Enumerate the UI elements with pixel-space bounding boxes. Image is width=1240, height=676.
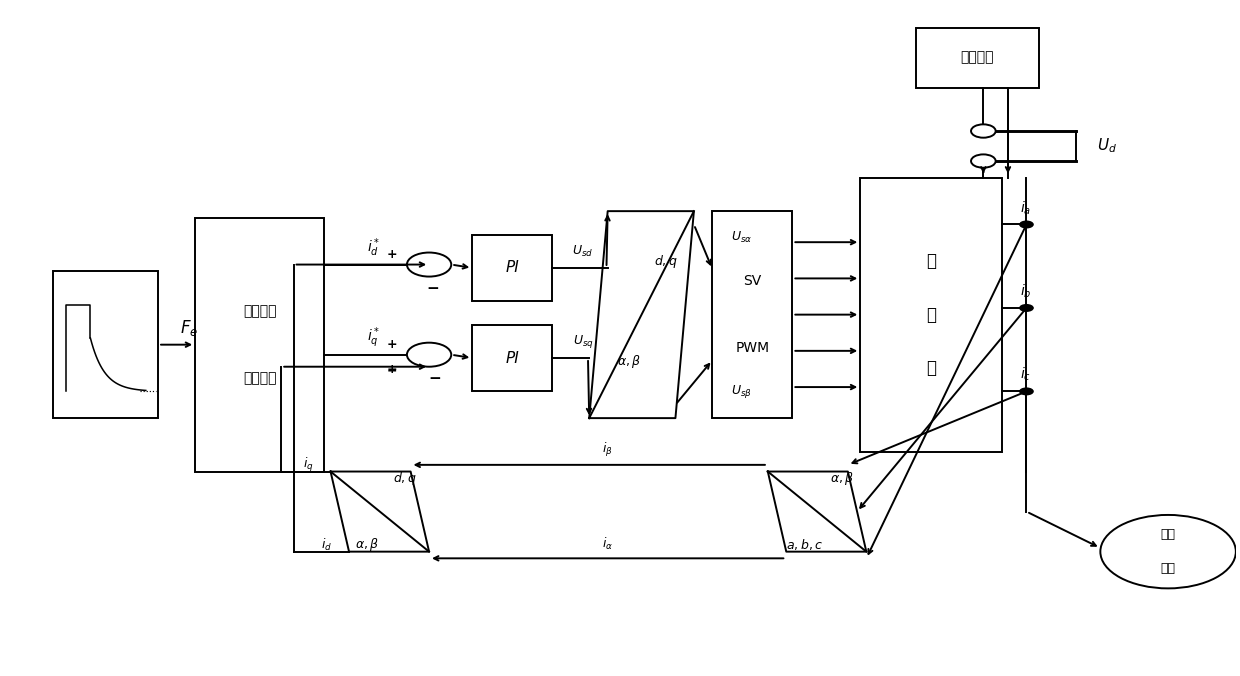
Text: PI: PI bbox=[506, 351, 520, 366]
Text: $\alpha,\beta$: $\alpha,\beta$ bbox=[830, 470, 854, 487]
Text: $U_{s\beta}$: $U_{s\beta}$ bbox=[730, 383, 751, 400]
Text: $d,q$: $d,q$ bbox=[655, 253, 678, 270]
Text: $i_q$: $i_q$ bbox=[303, 456, 314, 474]
Text: $U_{sq}$: $U_{sq}$ bbox=[573, 333, 594, 350]
Text: −: − bbox=[387, 365, 397, 378]
Text: −: − bbox=[427, 281, 439, 296]
Bar bbox=[472, 235, 552, 301]
Text: $i_\alpha$: $i_\alpha$ bbox=[603, 535, 614, 552]
Text: 给定计算: 给定计算 bbox=[243, 371, 277, 385]
Text: PWM: PWM bbox=[735, 341, 770, 355]
Text: 直线: 直线 bbox=[1161, 529, 1176, 541]
Circle shape bbox=[1019, 387, 1034, 395]
Bar bbox=[195, 218, 325, 472]
Text: $i_a$: $i_a$ bbox=[1021, 199, 1032, 216]
Circle shape bbox=[971, 124, 996, 138]
Text: $i_\beta$: $i_\beta$ bbox=[603, 441, 613, 459]
Circle shape bbox=[1100, 515, 1236, 588]
Text: $\alpha,\beta$: $\alpha,\beta$ bbox=[618, 353, 641, 370]
Circle shape bbox=[407, 343, 451, 366]
Text: 矢量控制: 矢量控制 bbox=[243, 304, 277, 318]
Text: $\alpha,\beta$: $\alpha,\beta$ bbox=[356, 537, 379, 554]
Circle shape bbox=[1019, 304, 1034, 312]
Text: +: + bbox=[387, 248, 398, 261]
Text: $U_d$: $U_d$ bbox=[1096, 137, 1116, 155]
Text: $i_d$: $i_d$ bbox=[321, 537, 332, 553]
Text: +: + bbox=[387, 338, 398, 351]
Text: $i_c$: $i_c$ bbox=[1021, 366, 1032, 383]
Text: 变: 变 bbox=[926, 306, 936, 324]
Text: −: − bbox=[429, 371, 441, 386]
Bar bbox=[472, 324, 552, 391]
Text: 电机: 电机 bbox=[1161, 562, 1176, 575]
Text: 直流电源: 直流电源 bbox=[961, 51, 994, 65]
Bar bbox=[712, 211, 792, 418]
Circle shape bbox=[407, 253, 451, 276]
Text: $F_e$: $F_e$ bbox=[180, 318, 198, 338]
Text: $d,q$: $d,q$ bbox=[393, 470, 417, 487]
Text: $i_q^*$: $i_q^*$ bbox=[367, 326, 381, 350]
Bar bbox=[915, 28, 1039, 88]
Bar bbox=[861, 178, 1002, 452]
Text: 器: 器 bbox=[926, 359, 936, 377]
Text: $i_b$: $i_b$ bbox=[1021, 283, 1032, 300]
Text: $U_{sd}$: $U_{sd}$ bbox=[573, 243, 594, 259]
Text: +: + bbox=[387, 363, 398, 376]
Circle shape bbox=[1019, 220, 1034, 228]
Bar bbox=[53, 271, 159, 418]
Text: $a,b,c$: $a,b,c$ bbox=[786, 537, 823, 552]
Text: $U_{s\alpha}$: $U_{s\alpha}$ bbox=[730, 231, 753, 245]
Text: $i_d^*$: $i_d^*$ bbox=[367, 237, 381, 259]
Text: SV: SV bbox=[743, 274, 761, 288]
Text: 逆: 逆 bbox=[926, 252, 936, 270]
Circle shape bbox=[971, 154, 996, 168]
Text: PI: PI bbox=[506, 260, 520, 275]
